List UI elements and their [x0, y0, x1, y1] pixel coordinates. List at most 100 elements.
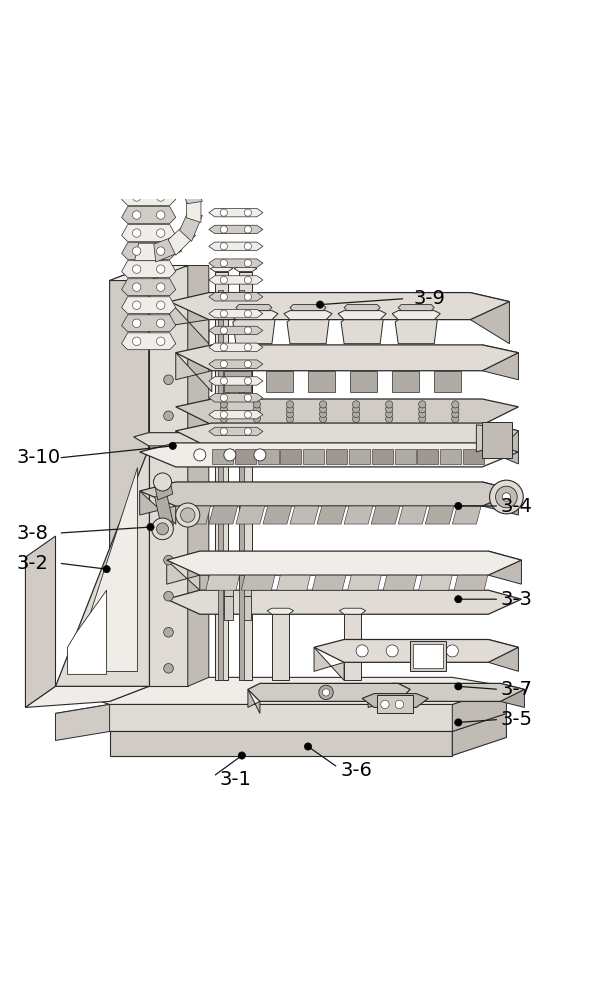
Circle shape — [152, 518, 173, 540]
Circle shape — [220, 310, 228, 317]
Polygon shape — [71, 467, 137, 671]
Bar — [350, 371, 377, 392]
Circle shape — [156, 139, 165, 147]
Polygon shape — [180, 213, 202, 241]
Polygon shape — [209, 506, 237, 524]
Circle shape — [419, 401, 426, 408]
Polygon shape — [109, 731, 452, 756]
Circle shape — [455, 719, 462, 726]
Polygon shape — [489, 551, 521, 584]
Polygon shape — [182, 506, 211, 524]
Polygon shape — [248, 689, 260, 713]
Polygon shape — [155, 494, 173, 524]
Polygon shape — [267, 608, 294, 614]
Polygon shape — [287, 320, 329, 344]
Polygon shape — [121, 152, 176, 169]
Text: 3-8: 3-8 — [16, 524, 48, 543]
Text: 3-5: 3-5 — [500, 710, 532, 729]
Circle shape — [502, 493, 510, 501]
Polygon shape — [25, 686, 149, 707]
Circle shape — [132, 301, 141, 309]
Circle shape — [395, 700, 403, 709]
Text: 3-10: 3-10 — [16, 448, 60, 467]
Bar — [257, 449, 278, 464]
Polygon shape — [452, 713, 506, 756]
Circle shape — [316, 301, 324, 308]
Polygon shape — [206, 575, 239, 590]
Polygon shape — [284, 311, 332, 320]
Circle shape — [446, 645, 458, 657]
Circle shape — [419, 410, 426, 418]
Text: 3-6: 3-6 — [340, 761, 372, 780]
Polygon shape — [314, 647, 344, 680]
Polygon shape — [209, 293, 263, 301]
Bar — [242, 572, 251, 596]
Circle shape — [220, 344, 228, 351]
Circle shape — [220, 415, 228, 422]
Circle shape — [176, 503, 200, 527]
Polygon shape — [121, 315, 176, 332]
Bar — [212, 449, 233, 464]
Polygon shape — [209, 259, 263, 267]
Polygon shape — [248, 683, 410, 701]
Circle shape — [132, 211, 141, 219]
Circle shape — [156, 523, 169, 535]
Polygon shape — [344, 305, 380, 311]
Polygon shape — [170, 293, 509, 320]
Circle shape — [244, 260, 251, 267]
Text: 3-7: 3-7 — [500, 680, 532, 699]
Polygon shape — [135, 243, 162, 261]
Polygon shape — [187, 194, 201, 222]
Polygon shape — [419, 575, 452, 590]
Polygon shape — [167, 551, 521, 575]
Circle shape — [319, 685, 333, 700]
Polygon shape — [398, 305, 434, 311]
Circle shape — [490, 480, 523, 514]
Bar — [410, 641, 446, 671]
Polygon shape — [209, 242, 263, 250]
Polygon shape — [209, 276, 263, 284]
Circle shape — [164, 447, 173, 457]
Circle shape — [385, 410, 393, 418]
Bar — [266, 371, 293, 392]
Bar — [224, 572, 233, 596]
Circle shape — [164, 519, 173, 529]
Circle shape — [132, 175, 141, 183]
Bar — [483, 422, 512, 458]
Circle shape — [132, 139, 141, 147]
Polygon shape — [209, 410, 263, 419]
Bar — [434, 371, 461, 392]
Circle shape — [156, 301, 165, 309]
Polygon shape — [25, 536, 56, 707]
Bar — [463, 449, 484, 464]
Circle shape — [164, 483, 173, 493]
Circle shape — [286, 401, 294, 408]
Circle shape — [156, 265, 165, 273]
Polygon shape — [230, 311, 278, 320]
Polygon shape — [149, 266, 188, 686]
Circle shape — [132, 193, 141, 201]
Circle shape — [356, 645, 368, 657]
Polygon shape — [176, 423, 518, 449]
Circle shape — [286, 406, 294, 413]
Polygon shape — [121, 171, 176, 187]
Polygon shape — [314, 639, 518, 662]
Polygon shape — [344, 506, 373, 524]
Polygon shape — [209, 360, 263, 368]
Circle shape — [156, 175, 165, 183]
Circle shape — [244, 226, 251, 233]
Circle shape — [164, 664, 173, 673]
Text: 3-9: 3-9 — [413, 289, 445, 308]
Polygon shape — [398, 506, 427, 524]
Bar — [392, 371, 419, 392]
Text: 3-2: 3-2 — [16, 554, 48, 573]
Polygon shape — [236, 506, 265, 524]
Polygon shape — [135, 156, 162, 174]
Polygon shape — [290, 305, 326, 311]
Circle shape — [156, 283, 165, 291]
Polygon shape — [121, 261, 176, 278]
Circle shape — [132, 229, 141, 237]
Circle shape — [323, 689, 330, 696]
Polygon shape — [425, 506, 454, 524]
Text: 3-3: 3-3 — [500, 590, 532, 609]
